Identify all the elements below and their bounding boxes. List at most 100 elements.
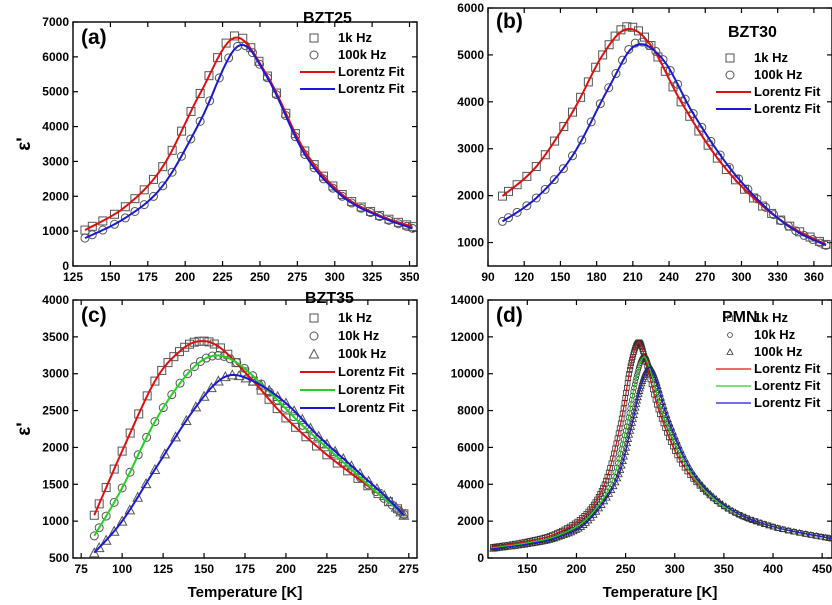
data-point	[671, 439, 677, 445]
data-point	[567, 107, 577, 117]
panel-label: (d)	[496, 304, 523, 327]
data-point	[669, 434, 675, 441]
data-point	[598, 50, 608, 60]
data-point	[232, 358, 242, 368]
data-point	[634, 369, 641, 376]
data-point	[120, 202, 130, 212]
legend-label: 1k Hz	[754, 50, 788, 65]
data-point	[592, 507, 601, 515]
data-point	[139, 185, 149, 195]
data-point	[718, 499, 727, 507]
data-point	[615, 470, 623, 478]
data-point	[611, 69, 621, 79]
x-tick-label: 120	[514, 270, 534, 284]
legend-marker	[725, 70, 735, 80]
data-point	[622, 22, 632, 32]
legend-label: Lorentz Fit	[754, 378, 821, 393]
data-point	[110, 209, 120, 219]
data-point	[627, 423, 636, 430]
data-point	[167, 145, 177, 155]
data-point	[80, 233, 90, 243]
data-point	[660, 402, 668, 410]
x-tick-label: 150	[194, 562, 214, 576]
data-point	[337, 191, 347, 201]
y-axis-label: ε'	[14, 137, 35, 151]
y-tick-label: 1000	[42, 514, 69, 528]
data-point	[660, 66, 670, 76]
legend-label: 100k Hz	[754, 67, 803, 82]
data-point	[296, 413, 308, 424]
data-point	[683, 459, 692, 467]
x-tick-label: 330	[768, 270, 788, 284]
y-tick-label: 0	[477, 551, 484, 565]
data-point	[167, 167, 177, 177]
y-tick-label: 5000	[42, 85, 69, 99]
data-point	[618, 55, 628, 65]
data-point	[600, 497, 609, 505]
data-point	[595, 504, 603, 512]
plot-area	[497, 22, 831, 250]
legend-marker	[309, 331, 319, 341]
x-tick-label: 275	[399, 562, 419, 576]
x-tick-label: 250	[250, 270, 270, 284]
x-tick-label: 225	[213, 270, 233, 284]
data-point	[93, 541, 105, 553]
y-tick-label: 6000	[457, 1, 484, 15]
x-tick-label: 200	[276, 562, 296, 576]
y-tick-label: 3000	[42, 154, 69, 168]
x-tick-label: 175	[235, 562, 255, 576]
legend-label: Lorentz Fit	[338, 81, 405, 96]
panel-label: (c)	[81, 304, 107, 327]
data-point	[198, 390, 210, 401]
material-name: BZT35	[305, 290, 354, 307]
data-point	[559, 122, 569, 132]
material-name: BZT25	[303, 10, 352, 27]
data-point	[600, 484, 606, 491]
data-point	[311, 441, 321, 451]
panel-a: 125 150 175 200 225 250 275 300 325 350 0 1000 2000 3…	[14, 10, 420, 284]
data-point	[675, 448, 681, 454]
data-point	[139, 200, 149, 210]
data-point	[180, 414, 192, 426]
data-point	[213, 53, 223, 63]
plot-frame	[72, 21, 418, 267]
y-tick-label: 7000	[42, 15, 69, 29]
x-tick-label: 150	[100, 270, 120, 284]
data-point	[132, 491, 144, 502]
data-point	[651, 373, 659, 381]
data-point	[685, 463, 694, 471]
data-point	[195, 116, 205, 126]
y-tick-label: 500	[49, 551, 69, 565]
legend-label: Lorentz Fit	[754, 395, 821, 410]
data-point	[658, 398, 667, 405]
data-point	[604, 83, 614, 93]
y-tick-label: 10000	[451, 367, 485, 381]
data-point	[142, 432, 152, 442]
y-tick-label: 3500	[42, 330, 69, 344]
data-point	[531, 193, 541, 203]
legend-label: 10k Hz	[338, 328, 380, 343]
data-point	[98, 225, 108, 235]
data-point	[567, 151, 577, 161]
data-point	[149, 463, 161, 475]
data-point	[288, 405, 300, 416]
data-point	[657, 393, 666, 401]
data-point	[116, 515, 128, 526]
legend-label: Lorentz Fit	[338, 364, 405, 379]
legend-label: Lorentz Fit	[754, 361, 821, 376]
data-point	[125, 428, 135, 438]
data-point	[776, 216, 786, 226]
data-point	[117, 446, 127, 456]
fit-line	[492, 367, 832, 550]
data-point	[550, 136, 560, 146]
y-tick-label: 2500	[42, 404, 69, 418]
legend-label: Lorentz Fit	[338, 400, 405, 415]
legend-marker	[727, 315, 733, 321]
data-point	[150, 417, 160, 427]
x-tick-label: 150	[550, 270, 570, 284]
data-point	[170, 431, 182, 442]
plot-area	[80, 31, 417, 243]
y-tick-label: 1000	[42, 224, 69, 238]
fit-line	[84, 43, 413, 240]
y-tick-label: 8000	[457, 404, 484, 418]
